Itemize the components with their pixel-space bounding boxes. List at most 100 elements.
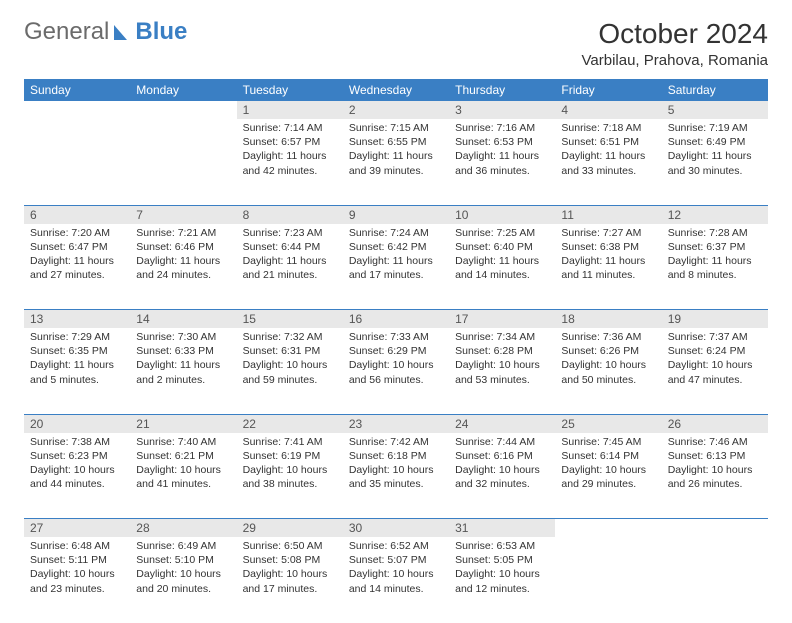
- day-content: Sunrise: 7:27 AMSunset: 6:38 PMDaylight:…: [555, 224, 661, 287]
- day-content: Sunrise: 7:40 AMSunset: 6:21 PMDaylight:…: [130, 433, 236, 496]
- day-cell: Sunrise: 7:32 AMSunset: 6:31 PMDaylight:…: [237, 328, 343, 414]
- daylight-line-2: and 29 minutes.: [561, 477, 655, 491]
- day-content: Sunrise: 7:21 AMSunset: 6:46 PMDaylight:…: [130, 224, 236, 287]
- sunset-line: Sunset: 6:51 PM: [561, 135, 655, 149]
- sunrise-line: Sunrise: 7:30 AM: [136, 330, 230, 344]
- daylight-line-1: Daylight: 10 hours: [668, 358, 762, 372]
- daynum-cell: 16: [343, 310, 449, 329]
- daynum-cell: 30: [343, 519, 449, 538]
- daylight-line-1: Daylight: 11 hours: [561, 149, 655, 163]
- day-number: 27: [24, 519, 130, 537]
- daylight-line-1: Daylight: 10 hours: [455, 358, 549, 372]
- day-content: Sunrise: 7:34 AMSunset: 6:28 PMDaylight:…: [449, 328, 555, 391]
- day-number: 20: [24, 415, 130, 433]
- daynum-cell: 26: [662, 414, 768, 433]
- day-number: 21: [130, 415, 236, 433]
- day-content: Sunrise: 7:14 AMSunset: 6:57 PMDaylight:…: [237, 119, 343, 182]
- day-number: 4: [555, 101, 661, 119]
- sunrise-line: Sunrise: 7:37 AM: [668, 330, 762, 344]
- day-number: 13: [24, 310, 130, 328]
- sunset-line: Sunset: 5:08 PM: [243, 553, 337, 567]
- day-content: Sunrise: 7:33 AMSunset: 6:29 PMDaylight:…: [343, 328, 449, 391]
- daynum-cell: 27: [24, 519, 130, 538]
- sunrise-line: Sunrise: 6:53 AM: [455, 539, 549, 553]
- daynum-cell: 6: [24, 205, 130, 224]
- sunrise-line: Sunrise: 7:42 AM: [349, 435, 443, 449]
- daylight-line-1: Daylight: 10 hours: [243, 358, 337, 372]
- daynum-row: 6789101112: [24, 205, 768, 224]
- day-number: 10: [449, 206, 555, 224]
- daynum-cell: 29: [237, 519, 343, 538]
- day-content: Sunrise: 7:38 AMSunset: 6:23 PMDaylight:…: [24, 433, 130, 496]
- daynum-cell: 14: [130, 310, 236, 329]
- daynum-cell: 1: [237, 101, 343, 119]
- day-number: 15: [237, 310, 343, 328]
- day-cell: Sunrise: 7:15 AMSunset: 6:55 PMDaylight:…: [343, 119, 449, 205]
- day-header: Wednesday: [343, 79, 449, 101]
- daynum-cell: [662, 519, 768, 538]
- daynum-cell: 4: [555, 101, 661, 119]
- day-number: 19: [662, 310, 768, 328]
- day-cell: Sunrise: 6:49 AMSunset: 5:10 PMDaylight:…: [130, 537, 236, 623]
- day-cell: Sunrise: 7:29 AMSunset: 6:35 PMDaylight:…: [24, 328, 130, 414]
- sunset-line: Sunset: 6:13 PM: [668, 449, 762, 463]
- daylight-line-1: Daylight: 11 hours: [136, 358, 230, 372]
- day-content: Sunrise: 7:29 AMSunset: 6:35 PMDaylight:…: [24, 328, 130, 391]
- day-number: 1: [237, 101, 343, 119]
- daylight-line-1: Daylight: 10 hours: [349, 567, 443, 581]
- daylight-line-2: and 30 minutes.: [668, 164, 762, 178]
- title-block: October 2024 Varbilau, Prahova, Romania: [582, 18, 769, 69]
- day-cell: Sunrise: 7:44 AMSunset: 6:16 PMDaylight:…: [449, 433, 555, 519]
- day-number: 2: [343, 101, 449, 119]
- day-cell: Sunrise: 7:18 AMSunset: 6:51 PMDaylight:…: [555, 119, 661, 205]
- day-number: 25: [555, 415, 661, 433]
- day-header: Monday: [130, 79, 236, 101]
- sunset-line: Sunset: 6:57 PM: [243, 135, 337, 149]
- daylight-line-1: Daylight: 11 hours: [243, 149, 337, 163]
- daylight-line-2: and 50 minutes.: [561, 373, 655, 387]
- sunset-line: Sunset: 6:23 PM: [30, 449, 124, 463]
- daylight-line-2: and 2 minutes.: [136, 373, 230, 387]
- sunset-line: Sunset: 6:55 PM: [349, 135, 443, 149]
- daylight-line-2: and 53 minutes.: [455, 373, 549, 387]
- day-content: Sunrise: 7:25 AMSunset: 6:40 PMDaylight:…: [449, 224, 555, 287]
- daynum-cell: 18: [555, 310, 661, 329]
- daylight-line-2: and 56 minutes.: [349, 373, 443, 387]
- sunset-line: Sunset: 6:21 PM: [136, 449, 230, 463]
- daylight-line-1: Daylight: 11 hours: [668, 254, 762, 268]
- daylight-line-1: Daylight: 11 hours: [455, 254, 549, 268]
- day-number: 29: [237, 519, 343, 537]
- sunrise-line: Sunrise: 7:28 AM: [668, 226, 762, 240]
- day-content: Sunrise: 7:36 AMSunset: 6:26 PMDaylight:…: [555, 328, 661, 391]
- daylight-line-1: Daylight: 10 hours: [561, 463, 655, 477]
- daylight-line-2: and 27 minutes.: [30, 268, 124, 282]
- daylight-line-2: and 11 minutes.: [561, 268, 655, 282]
- day-number: 31: [449, 519, 555, 537]
- sunset-line: Sunset: 6:18 PM: [349, 449, 443, 463]
- day-content: Sunrise: 7:28 AMSunset: 6:37 PMDaylight:…: [662, 224, 768, 287]
- sunset-line: Sunset: 6:47 PM: [30, 240, 124, 254]
- daylight-line-1: Daylight: 11 hours: [349, 254, 443, 268]
- sunset-line: Sunset: 6:14 PM: [561, 449, 655, 463]
- day-cell: Sunrise: 7:40 AMSunset: 6:21 PMDaylight:…: [130, 433, 236, 519]
- day-header: Friday: [555, 79, 661, 101]
- day-number: 24: [449, 415, 555, 433]
- daylight-line-1: Daylight: 10 hours: [243, 463, 337, 477]
- day-cell: Sunrise: 6:53 AMSunset: 5:05 PMDaylight:…: [449, 537, 555, 623]
- day-content: Sunrise: 7:23 AMSunset: 6:44 PMDaylight:…: [237, 224, 343, 287]
- daynum-cell: 19: [662, 310, 768, 329]
- daylight-line-2: and 26 minutes.: [668, 477, 762, 491]
- calendar-table: SundayMondayTuesdayWednesdayThursdayFrid…: [24, 79, 768, 623]
- daylight-line-2: and 32 minutes.: [455, 477, 549, 491]
- daynum-cell: 22: [237, 414, 343, 433]
- sunset-line: Sunset: 5:10 PM: [136, 553, 230, 567]
- day-header: Tuesday: [237, 79, 343, 101]
- week-row: Sunrise: 6:48 AMSunset: 5:11 PMDaylight:…: [24, 537, 768, 623]
- daynum-cell: 11: [555, 205, 661, 224]
- daylight-line-1: Daylight: 10 hours: [561, 358, 655, 372]
- day-cell: Sunrise: 7:41 AMSunset: 6:19 PMDaylight:…: [237, 433, 343, 519]
- daylight-line-2: and 17 minutes.: [349, 268, 443, 282]
- sunset-line: Sunset: 6:29 PM: [349, 344, 443, 358]
- day-content: Sunrise: 7:32 AMSunset: 6:31 PMDaylight:…: [237, 328, 343, 391]
- day-number: 16: [343, 310, 449, 328]
